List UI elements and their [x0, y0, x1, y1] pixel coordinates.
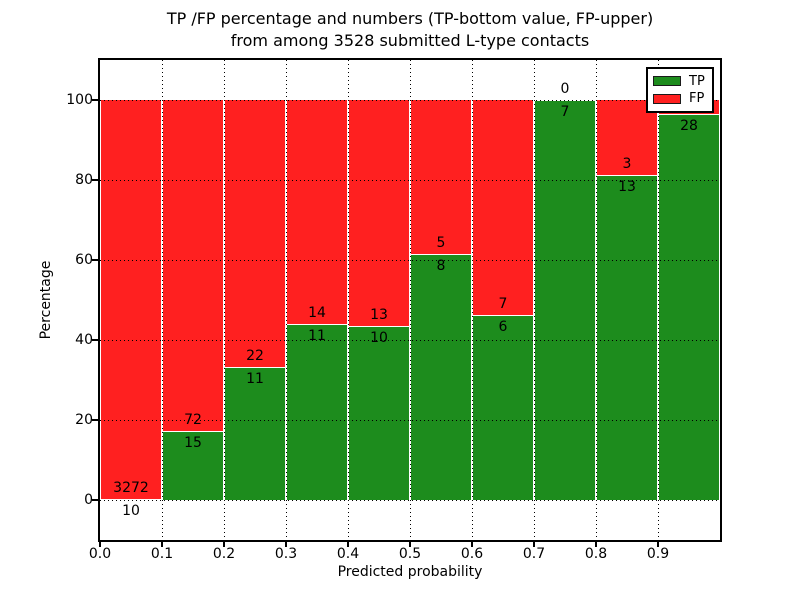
legend-item-tp: TP [653, 75, 707, 88]
x-tick [347, 540, 349, 547]
bar-segment-tp [287, 324, 347, 500]
bar-segment-tp [225, 366, 285, 500]
x-gridline [657, 60, 659, 540]
fp-count-label: 5 [436, 234, 446, 251]
tp-count-label: 10 [370, 330, 388, 347]
bar-segment-tp [659, 113, 719, 500]
fp-count-label: 0 [560, 81, 570, 97]
y-tick-label: 60 [75, 252, 93, 268]
x-tick [657, 540, 659, 547]
x-tick-label: 0.5 [398, 546, 422, 562]
fp-count-label: 3 [622, 156, 632, 172]
x-gridline [533, 60, 535, 540]
bar-segment-tp [597, 175, 657, 500]
y-tick [92, 499, 100, 501]
x-tick-label: 0.3 [274, 546, 298, 562]
chart-title-line2: from among 3528 submitted L-type contact… [230, 31, 590, 50]
x-tick-label: 0.9 [646, 546, 670, 562]
bar-segment-fp [101, 100, 161, 499]
x-tick [595, 540, 597, 547]
legend-label-tp: TP [689, 73, 705, 89]
tp-count-label: 11 [308, 328, 326, 344]
chart-title-line1: TP /FP percentage and numbers (TP-bottom… [166, 9, 654, 28]
x-tick-label: 0.8 [584, 546, 608, 562]
x-gridline [161, 60, 163, 540]
fp-count-label: 22 [246, 347, 264, 364]
tp-count-label: 28 [680, 117, 698, 134]
tp-count-label: 15 [184, 435, 202, 452]
x-axis-title: Predicted probability [337, 564, 483, 580]
x-tick [285, 540, 287, 547]
y-tick-label: 100 [66, 92, 93, 108]
bar-segment-fp [225, 100, 285, 367]
x-gridline [223, 60, 225, 540]
y-tick [92, 99, 100, 101]
x-tick-label: 0.4 [336, 546, 360, 562]
bar-segment-tp [163, 431, 223, 500]
bar-segment-tp [473, 315, 533, 500]
x-tick-label: 0.2 [212, 546, 236, 562]
chart-title: TP /FP percentage and numbers (TP-bottom… [100, 8, 720, 52]
fp-count-label: 14 [308, 305, 326, 321]
tp-count-label: 13 [618, 179, 636, 195]
tp-count-label: 11 [246, 370, 264, 387]
bar-segment-fp [473, 100, 533, 316]
x-tick [99, 540, 101, 547]
y-tick [92, 339, 100, 341]
x-tick [161, 540, 163, 547]
bar-segment-fp [411, 100, 471, 254]
bar-segment-tp [349, 326, 409, 500]
y-tick [92, 179, 100, 181]
legend: TP FP [646, 67, 714, 113]
x-tick-label: 0.7 [522, 546, 546, 562]
x-tick [533, 540, 535, 547]
x-tick-label: 0.0 [88, 546, 112, 562]
fp-count-label: 7 [498, 296, 508, 313]
x-gridline [285, 60, 287, 540]
x-tick-label: 0.6 [460, 546, 484, 562]
tp-count-label: 7 [560, 104, 570, 120]
y-tick-label: 40 [75, 332, 93, 348]
y-axis-title: Percentage [38, 260, 54, 340]
y-tick-label: 0 [84, 492, 93, 508]
fp-count-label: 13 [370, 307, 388, 324]
tp-count-label: 10 [122, 502, 140, 519]
fp-count-label: 72 [184, 412, 202, 429]
x-gridline [471, 60, 473, 540]
y-tick-label: 20 [75, 412, 93, 428]
x-tick [409, 540, 411, 547]
bar-segment-fp [163, 100, 223, 432]
tp-count-label: 6 [498, 319, 508, 336]
y-tick-label: 80 [75, 172, 93, 188]
y-tick [92, 419, 100, 421]
legend-swatch-fp-icon [653, 93, 681, 104]
legend-swatch-tp-icon [653, 76, 681, 87]
x-tick [223, 540, 225, 547]
legend-item-fp: FP [653, 92, 707, 105]
x-gridline [347, 60, 349, 540]
plot-area: 3272 10 72 15 22 11 14 11 13 10 5 8 7 6 0 7 3 13 28 [100, 60, 720, 540]
x-gridline [409, 60, 411, 540]
tp-count-label: 8 [436, 257, 446, 274]
bar-segment-fp [349, 100, 409, 327]
x-tick-label: 0.1 [150, 546, 174, 562]
y-tick [92, 259, 100, 261]
legend-label-fp: FP [689, 91, 705, 107]
bar-segment-fp [287, 100, 347, 324]
fp-count-label: 3272 [113, 479, 149, 496]
x-tick [471, 540, 473, 547]
x-gridline [595, 60, 597, 540]
bar-segment-tp [535, 100, 595, 500]
bar-segment-tp [411, 253, 471, 500]
